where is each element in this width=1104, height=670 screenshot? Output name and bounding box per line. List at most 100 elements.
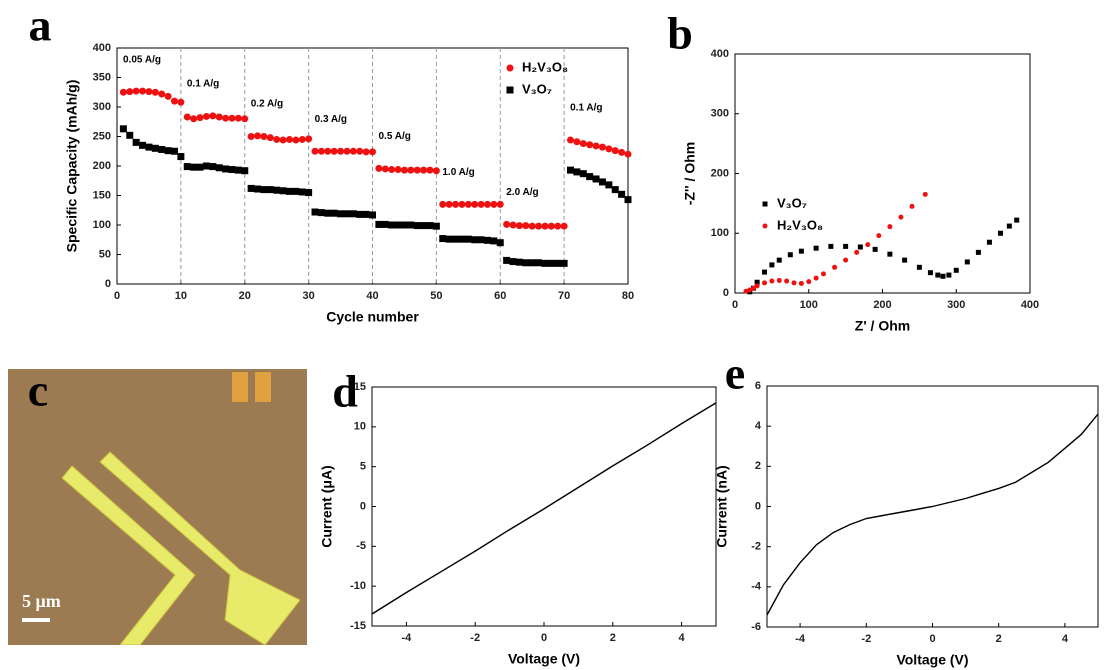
y-tick-label: -15 [350,620,366,632]
marker [183,113,191,121]
marker [922,191,928,197]
x-tick-label: 0 [929,633,935,645]
marker [432,167,440,175]
marker [209,163,217,171]
contact-pad [232,372,248,402]
marker [471,200,479,208]
x-tick-label: -4 [402,632,413,644]
marker [158,145,166,153]
marker [228,166,236,174]
marker [190,115,198,123]
marker [285,135,293,143]
marker [126,88,134,96]
marker [490,200,498,208]
annotation: 1.0 A/g [442,167,474,178]
x-tick-label: 30 [303,290,315,302]
marker [605,181,613,189]
marker [132,87,140,95]
marker [375,164,383,172]
y-axis-title: Current (nA) [714,465,730,547]
marker [567,166,575,174]
marker [762,280,767,286]
marker [586,141,594,149]
marker [618,148,626,156]
marker [285,187,293,195]
marker [483,200,491,208]
marker [471,236,479,244]
marker [394,221,402,229]
marker [953,267,959,273]
marker [394,166,402,174]
marker [202,112,210,120]
marker [196,163,204,171]
marker [535,259,543,267]
marker [260,133,268,140]
marker [170,147,178,155]
x-tick-label: 2 [610,632,616,644]
plot-frame [734,53,1031,294]
marker [273,186,281,194]
marker [598,143,606,151]
y-tick-label: 400 [711,48,729,60]
marker [806,279,812,285]
y-tick-label: 50 [99,248,111,260]
x-tick-label: 100 [800,299,818,311]
x-tick-label: -4 [795,633,806,645]
marker [573,138,581,146]
marker [324,147,332,155]
y-tick-label: 0 [755,500,761,512]
marker [330,209,338,217]
marker [975,249,981,255]
marker [1014,217,1020,223]
marker [413,222,421,230]
y-tick-label: 10 [354,421,366,433]
marker [266,134,274,142]
marker [439,235,447,243]
marker [139,87,147,95]
marker [420,222,428,230]
x-tick-label: 2 [996,633,1002,645]
marker [375,220,383,228]
y-axis-title: Current (μA) [319,465,335,547]
marker [145,88,153,96]
marker [483,236,491,244]
marker [567,136,575,144]
marker [337,210,345,218]
marker [356,210,364,218]
marker [490,237,498,245]
marker [560,222,568,230]
marker [254,185,262,193]
data-line [371,402,717,615]
marker [439,200,447,208]
marker [349,210,357,218]
marker [605,145,613,153]
marker [522,222,530,230]
marker [445,200,453,208]
marker [946,272,952,278]
marker [611,186,619,194]
marker [279,136,287,144]
marker [535,222,543,230]
y-tick-label: 2 [755,460,761,472]
y-tick-label: 0 [360,500,366,512]
marker [241,115,249,123]
x-tick-label: 60 [494,290,506,302]
marker [305,135,313,143]
marker [445,235,453,243]
marker [381,220,389,228]
marker [541,259,549,267]
marker [426,222,434,230]
x-tick-label: 0 [541,632,547,644]
marker [477,236,485,244]
marker [579,140,587,148]
y-tick-label: 300 [93,101,111,113]
y-tick-label: 200 [93,160,111,172]
marker [832,264,838,270]
y-tick-label: 300 [711,108,729,120]
marker [400,166,408,174]
marker [787,252,793,258]
x-tick-label: 50 [430,290,442,302]
marker [381,165,389,173]
marker [183,163,191,171]
marker [769,278,775,284]
